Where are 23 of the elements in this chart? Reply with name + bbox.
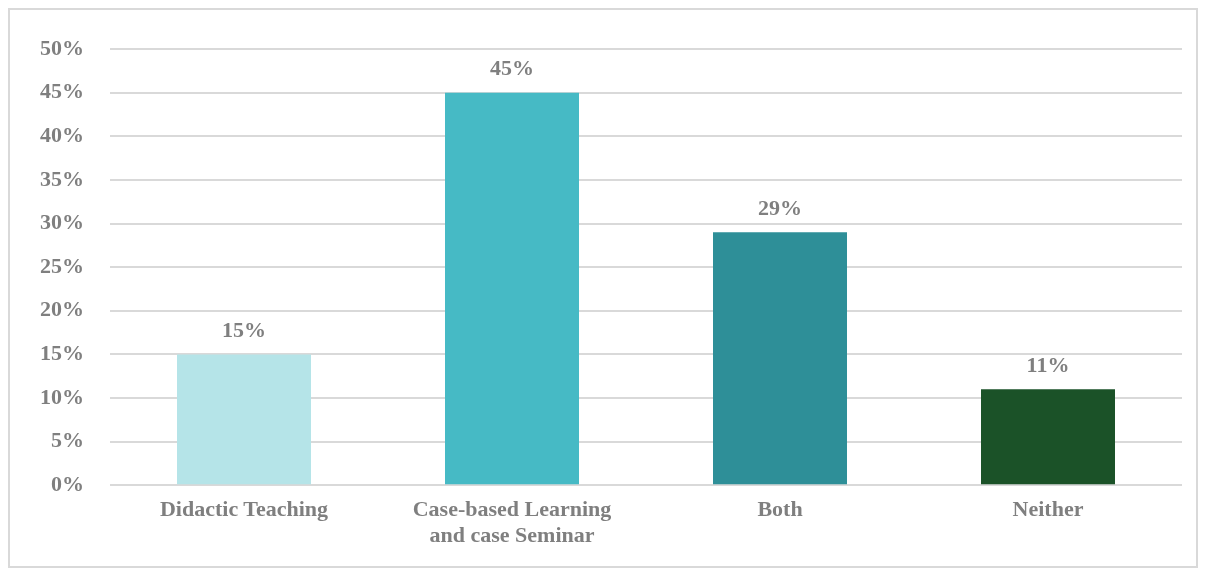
data-label: 11% (1026, 351, 1070, 377)
y-tick-label: 10% (40, 383, 84, 409)
y-tick-label: 35% (40, 165, 84, 191)
y-tick-label: 5% (51, 427, 84, 453)
x-tick-label: Case-based Learning and case Seminar (412, 496, 612, 548)
data-label: 29% (758, 195, 802, 221)
bar (981, 389, 1115, 485)
y-tick-label: 50% (40, 34, 84, 60)
data-label: 45% (490, 55, 534, 81)
bar (713, 232, 847, 485)
y-tick-label: 20% (40, 296, 84, 322)
x-tick-label: Neither (1012, 496, 1084, 522)
y-tick-label: 40% (40, 122, 84, 148)
y-tick-label: 45% (40, 78, 84, 104)
y-tick-label: 0% (51, 470, 84, 496)
x-tick-label: Both (757, 496, 803, 522)
y-tick-label: 15% (40, 340, 84, 366)
bar (445, 92, 579, 485)
x-tick-label: Didactic Teaching (159, 496, 329, 522)
bar (177, 354, 311, 485)
y-tick-label: 30% (40, 209, 84, 235)
data-label: 15% (222, 317, 266, 343)
y-tick-label: 25% (40, 252, 84, 278)
